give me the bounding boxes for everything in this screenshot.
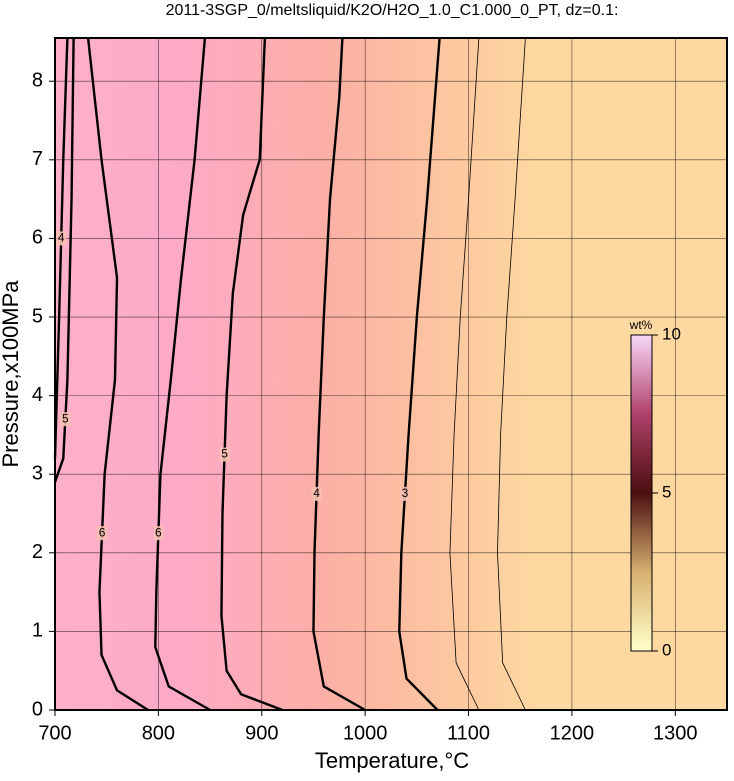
contour-label: 4	[313, 486, 320, 500]
colorbar	[630, 334, 653, 652]
contour-label: 5	[221, 447, 228, 461]
y-tick-label: 1	[32, 620, 43, 642]
y-axis-label: Pressure,x100MPa	[0, 280, 23, 468]
contour-label-bg	[60, 412, 71, 427]
contour-label-bg	[153, 526, 164, 541]
plot-frame	[54, 37, 728, 711]
y-tick-label: 8	[32, 70, 43, 92]
contour-line	[86, 37, 149, 712]
contour-line	[154, 37, 211, 712]
y-tick-label: 3	[32, 462, 43, 484]
contour-label: 6	[99, 525, 106, 539]
contour-label: 5	[62, 411, 69, 425]
x-tick-label: 1300	[653, 722, 698, 744]
colorbar-tick-label: 5	[662, 482, 671, 501]
contours: 4 5 6 6 5 4 3	[53, 37, 526, 712]
x-tick-label: 900	[245, 722, 278, 744]
colorbar-tick-label: 0	[662, 640, 671, 659]
x-tick-label: 1000	[343, 722, 388, 744]
contour-label: 3	[402, 486, 409, 500]
x-tick-label: 1100	[447, 722, 490, 744]
contour-label: 6	[155, 525, 162, 539]
contour-label-bg	[219, 447, 230, 462]
y-tick-label: 5	[32, 305, 43, 327]
x-axis-label: Temperature,°C	[315, 748, 469, 773]
y-tick-label: 4	[32, 384, 43, 406]
contour-line	[53, 37, 75, 483]
chart-title: 2011-3SGP_0/meltsliquid/K2O/H2O_1.0_C1.0…	[166, 2, 619, 19]
y-tick-label: 6	[32, 227, 43, 249]
x-tick-label: 700	[38, 722, 71, 744]
colorbar-label: wt%	[629, 318, 653, 332]
colorbar-tick-label: 10	[662, 324, 681, 343]
contour-label-bg	[399, 486, 410, 501]
contour-label-bg	[56, 231, 67, 246]
y-tick-label: 0	[32, 698, 43, 720]
y-tick-label: 7	[32, 148, 43, 170]
contour-line	[449, 37, 480, 711]
x-tick-label: 800	[142, 722, 175, 744]
x-tick-label: 1200	[550, 722, 595, 744]
contour-label: 4	[58, 231, 65, 245]
contour-label-bg	[311, 486, 322, 501]
contour-line	[497, 37, 526, 711]
contour-line	[312, 37, 366, 712]
plot-background	[55, 38, 727, 710]
y-tick-label: 2	[32, 541, 43, 563]
contour-label-bg	[97, 526, 108, 541]
